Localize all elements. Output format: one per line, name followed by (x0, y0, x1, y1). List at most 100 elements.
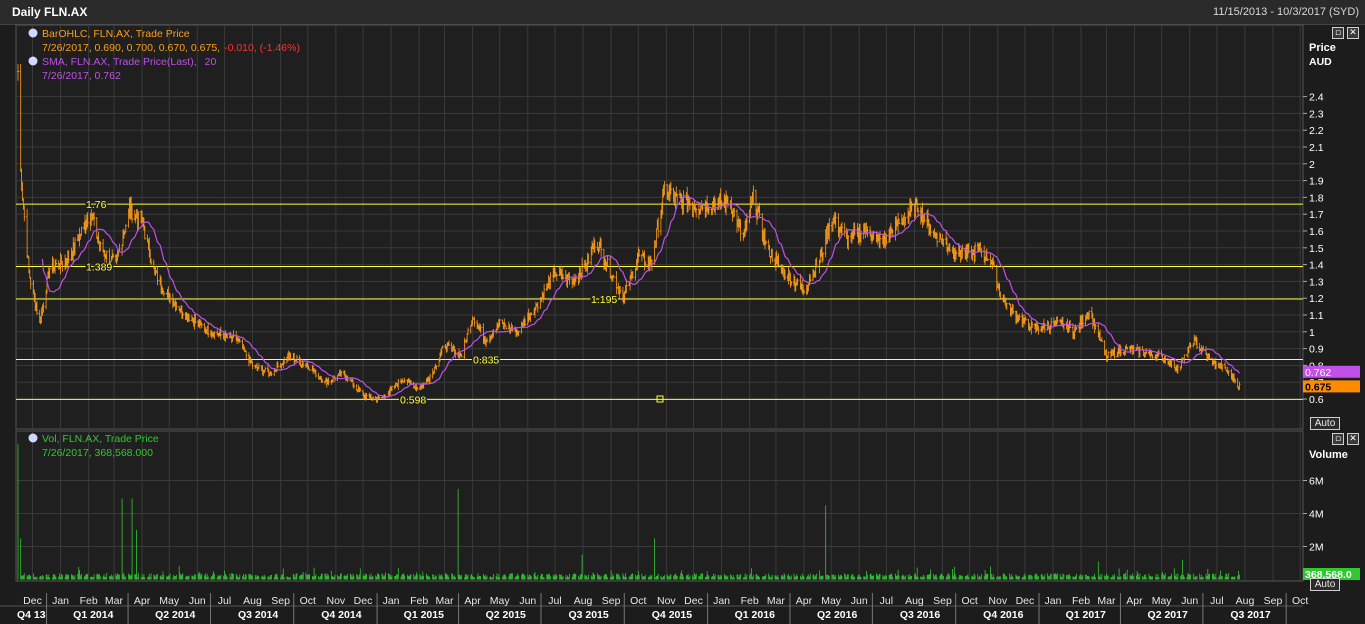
ohlc-bar-series (17, 64, 1241, 403)
month-label: Aug (243, 595, 262, 607)
last-value-marker (1303, 380, 1360, 393)
time-axis[interactable]: Dec Jan Feb Mar Apr May Jun Jul Aug Sep Oct Nov Dec J… (0, 592, 1365, 624)
level-label: 0.835 (473, 355, 499, 367)
volume-series-name: Vol, FLN.AX, Trade Price (42, 433, 159, 445)
price-tick-label: 1.3 (1309, 276, 1324, 288)
month-label: Sep (271, 595, 290, 607)
horizontal-levels[interactable]: 1.76 1.389 1.195 0.835 0.598 (16, 198, 1303, 408)
volume-tick-label: 6M (1309, 476, 1324, 488)
month-label: Apr (796, 595, 813, 607)
month-label: Jul (1210, 595, 1223, 607)
time-axis-band (0, 592, 1365, 624)
price-pane[interactable] (15, 24, 1304, 430)
bar-series-values: 7/26/2017, 0.690, 0.700, 0.670, 0.675, (42, 42, 220, 54)
month-label: Jul (548, 595, 561, 607)
price-tick-label: 1.7 (1309, 209, 1324, 221)
restore-icon[interactable]: ▫ (1332, 27, 1344, 39)
month-label: Jul (880, 595, 893, 607)
quarter-label: Q4 2014 (321, 609, 361, 621)
month-label: Mar (767, 595, 786, 607)
volume-bars (17, 444, 1240, 580)
volume-options-icon[interactable] (28, 433, 38, 443)
price-grid (16, 25, 1303, 429)
quarter-label: Q3 2017 (1230, 609, 1270, 621)
month-label: Dec (23, 595, 42, 607)
price-tick-label: 1.1 (1309, 310, 1324, 322)
chart-title: Daily FLN.AX (12, 5, 88, 19)
quarter-label: Q3 2016 (900, 609, 940, 621)
month-label: Jun (189, 595, 206, 607)
month-label: Jun (1181, 595, 1198, 607)
month-label: Jun (851, 595, 868, 607)
month-label: Feb (1072, 595, 1090, 607)
month-label: Aug (1236, 595, 1255, 607)
month-label: Aug (905, 595, 924, 607)
month-label: Apr (464, 595, 481, 607)
level-label: 1.76 (86, 199, 107, 211)
close-icon[interactable]: ✕ (1347, 433, 1359, 445)
close-icon[interactable]: ✕ (1347, 27, 1359, 39)
bar-series-change: -0.010, (-1.46%) (224, 42, 300, 54)
volume-pane[interactable] (15, 430, 1304, 582)
price-tick-label: 1.9 (1309, 176, 1324, 188)
sma-options-icon[interactable] (28, 56, 38, 66)
quarter-label: Q1 2015 (404, 609, 444, 621)
level-label: 0.598 (400, 394, 426, 406)
quarter-label: Q4 2015 (652, 609, 692, 621)
volume-tick-label: 4M (1309, 509, 1324, 521)
month-label: Sep (933, 595, 952, 607)
level-drag-handle[interactable] (656, 395, 664, 403)
volume-last-marker (1303, 568, 1360, 580)
volume-auto-button[interactable]: Auto (1310, 578, 1340, 591)
volume-series-values: 7/26/2017, 368,568.000 (42, 447, 153, 459)
bar-series-name: BarOHLC, FLN.AX, Trade Price (42, 28, 190, 40)
price-tick-label: 1.4 (1309, 260, 1324, 272)
price-tick-label: 0.6 (1309, 394, 1324, 406)
restore-icon[interactable]: ▫ (1332, 433, 1344, 445)
volume-bar-series (17, 444, 1240, 580)
month-label: Dec (354, 595, 373, 607)
price-auto-button[interactable]: Auto (1310, 417, 1340, 430)
ohlc-bars (17, 64, 1241, 403)
level-label: 1.389 (86, 261, 112, 273)
month-label: Jan (383, 595, 400, 607)
price-tick-label: 0.9 (1309, 344, 1324, 356)
price-axis-title: Price (1309, 42, 1336, 54)
quarter-label: Q1 2017 (1066, 609, 1106, 621)
month-label: Feb (80, 595, 98, 607)
price-tick-label: 2.4 (1309, 92, 1324, 104)
price-axis[interactable]: 0.60.70.80.911.11.21.31.41.51.61.71.81.9… (1303, 92, 1360, 406)
sma-period: 20 (205, 56, 217, 68)
last-value-label: 0.762 (1305, 367, 1331, 379)
month-label: Feb (410, 595, 428, 607)
month-label: Jun (519, 595, 536, 607)
month-label: Nov (657, 595, 676, 607)
quarter-label: Q4 2016 (983, 609, 1023, 621)
price-tick-label: 1.2 (1309, 293, 1324, 305)
bar-series-values-line: 7/26/2017, 0.690, 0.700, 0.670, 0.675, -0… (42, 42, 300, 54)
volume-axis-title: Volume (1309, 449, 1348, 461)
price-axis-unit: AUD (1309, 56, 1332, 68)
level-label: 1.195 (591, 294, 617, 306)
month-label: Jan (713, 595, 730, 607)
month-label: Apr (1126, 595, 1143, 607)
month-label: May (159, 595, 180, 607)
month-label: Apr (134, 595, 151, 607)
series-options-icon[interactable] (28, 28, 38, 38)
month-label: Oct (962, 595, 978, 607)
month-label: Jan (52, 595, 69, 607)
month-label: Mar (1097, 595, 1116, 607)
quarter-label: Q2 2016 (817, 609, 857, 621)
sma-series-line: SMA, FLN.AX, Trade Price(Last), 20 (42, 56, 216, 68)
volume-tick-label: 2M (1309, 542, 1324, 554)
month-label: Mar (435, 595, 454, 607)
price-tick-label: 1.8 (1309, 192, 1324, 204)
quarter-label: Q1 2014 (73, 609, 113, 621)
quarter-label: Q1 2016 (735, 609, 775, 621)
sma-line (41, 194, 1240, 398)
month-label: Jul (218, 595, 231, 607)
month-label: Jan (1045, 595, 1062, 607)
price-tick-label: 1.6 (1309, 226, 1324, 238)
